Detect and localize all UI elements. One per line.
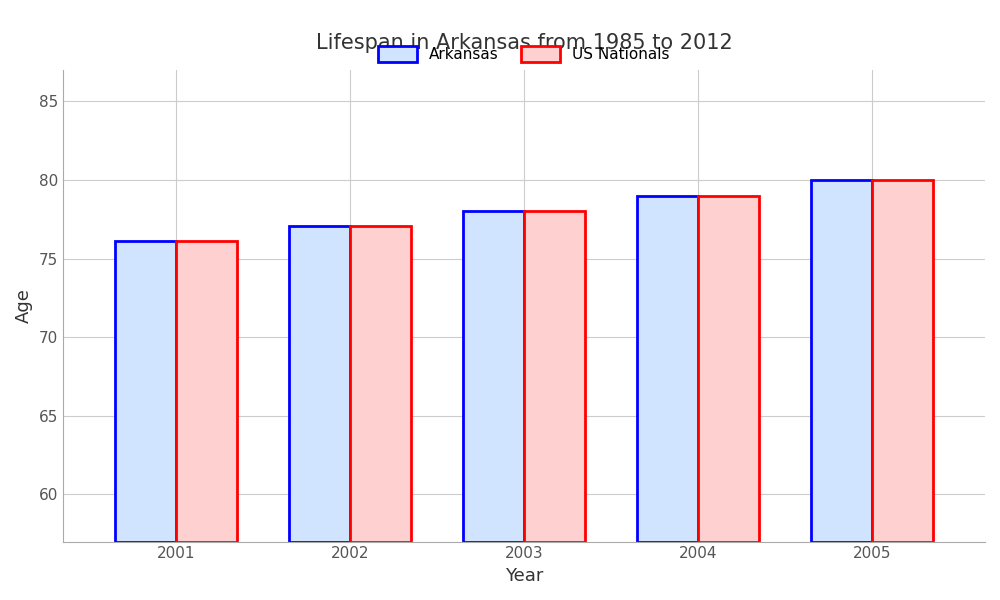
Bar: [872, 180, 933, 542]
Bar: [637, 196, 698, 542]
Bar: [524, 211, 585, 542]
Bar: [350, 226, 411, 542]
X-axis label: Year: Year: [505, 567, 543, 585]
Bar: [463, 211, 524, 542]
Bar: [698, 196, 759, 542]
Bar: [811, 180, 872, 542]
Bar: [176, 241, 237, 542]
Bar: [289, 226, 350, 542]
Y-axis label: Age: Age: [15, 288, 33, 323]
Legend: Arkansas, US Nationals: Arkansas, US Nationals: [372, 40, 676, 68]
Bar: [115, 241, 176, 542]
Title: Lifespan in Arkansas from 1985 to 2012: Lifespan in Arkansas from 1985 to 2012: [316, 33, 732, 53]
